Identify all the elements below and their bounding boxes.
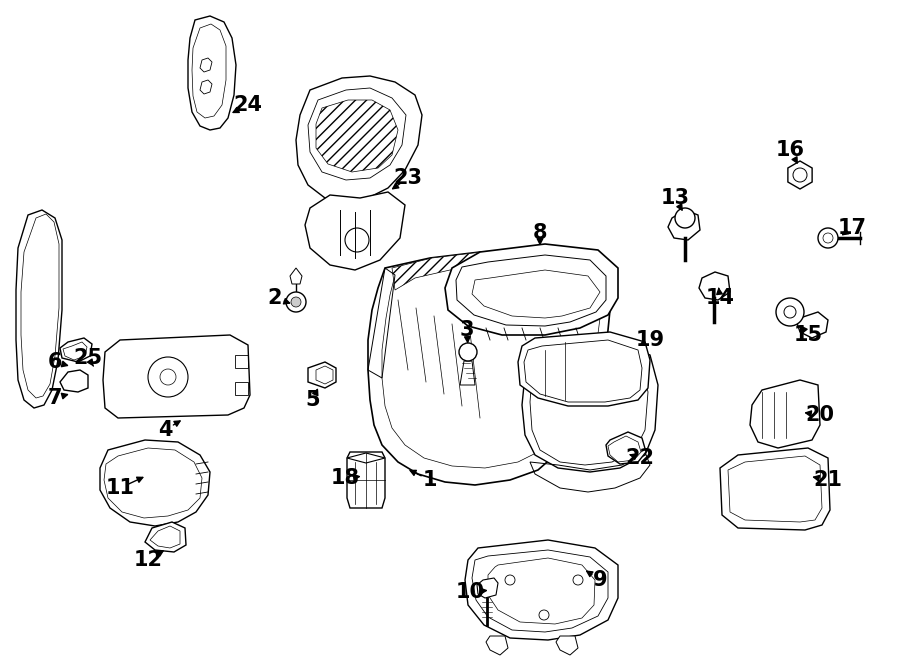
Text: 23: 23: [393, 168, 422, 188]
Polygon shape: [720, 448, 830, 530]
Polygon shape: [103, 335, 250, 418]
Polygon shape: [392, 250, 598, 320]
Text: 9: 9: [593, 570, 608, 590]
Text: 4: 4: [158, 420, 172, 440]
Polygon shape: [699, 272, 730, 300]
Polygon shape: [477, 578, 498, 598]
Text: 15: 15: [794, 325, 823, 345]
Text: 3: 3: [460, 320, 474, 340]
Text: 10: 10: [455, 582, 484, 602]
Polygon shape: [316, 100, 398, 172]
Polygon shape: [460, 361, 475, 385]
Circle shape: [291, 297, 301, 307]
Polygon shape: [606, 432, 646, 464]
Circle shape: [818, 228, 838, 248]
Polygon shape: [368, 250, 610, 485]
Text: 24: 24: [233, 95, 263, 115]
Text: 14: 14: [706, 288, 734, 308]
Text: 1: 1: [423, 470, 437, 490]
Polygon shape: [518, 332, 650, 406]
Text: 21: 21: [814, 470, 842, 490]
Text: 16: 16: [776, 140, 805, 160]
Text: 5: 5: [306, 390, 320, 410]
Polygon shape: [668, 210, 700, 240]
Text: 2: 2: [268, 288, 283, 308]
Polygon shape: [445, 244, 618, 335]
Polygon shape: [145, 522, 186, 552]
Circle shape: [675, 208, 695, 228]
Polygon shape: [556, 636, 578, 655]
Text: 8: 8: [533, 223, 547, 243]
Polygon shape: [290, 268, 302, 284]
Text: 17: 17: [838, 218, 867, 238]
Polygon shape: [305, 192, 405, 270]
Polygon shape: [750, 380, 820, 448]
Polygon shape: [308, 362, 336, 388]
Polygon shape: [347, 453, 385, 463]
Polygon shape: [465, 540, 618, 640]
Polygon shape: [296, 76, 422, 202]
Text: 25: 25: [74, 348, 103, 368]
Text: 20: 20: [806, 405, 834, 425]
Text: 18: 18: [330, 468, 359, 488]
Polygon shape: [797, 312, 828, 338]
Polygon shape: [200, 80, 212, 94]
Text: 13: 13: [661, 188, 689, 208]
Polygon shape: [522, 342, 658, 472]
Polygon shape: [200, 58, 212, 72]
Polygon shape: [486, 636, 508, 655]
Text: 12: 12: [133, 550, 163, 570]
Circle shape: [286, 292, 306, 312]
Polygon shape: [788, 161, 812, 189]
Circle shape: [459, 343, 477, 361]
Polygon shape: [347, 452, 385, 508]
Polygon shape: [60, 338, 92, 362]
Text: 19: 19: [635, 330, 664, 350]
Text: 6: 6: [48, 352, 62, 372]
Text: 11: 11: [105, 478, 134, 498]
Polygon shape: [60, 370, 88, 392]
Polygon shape: [100, 440, 210, 526]
Text: 7: 7: [48, 388, 62, 408]
Text: 22: 22: [626, 448, 654, 468]
Circle shape: [776, 298, 804, 326]
